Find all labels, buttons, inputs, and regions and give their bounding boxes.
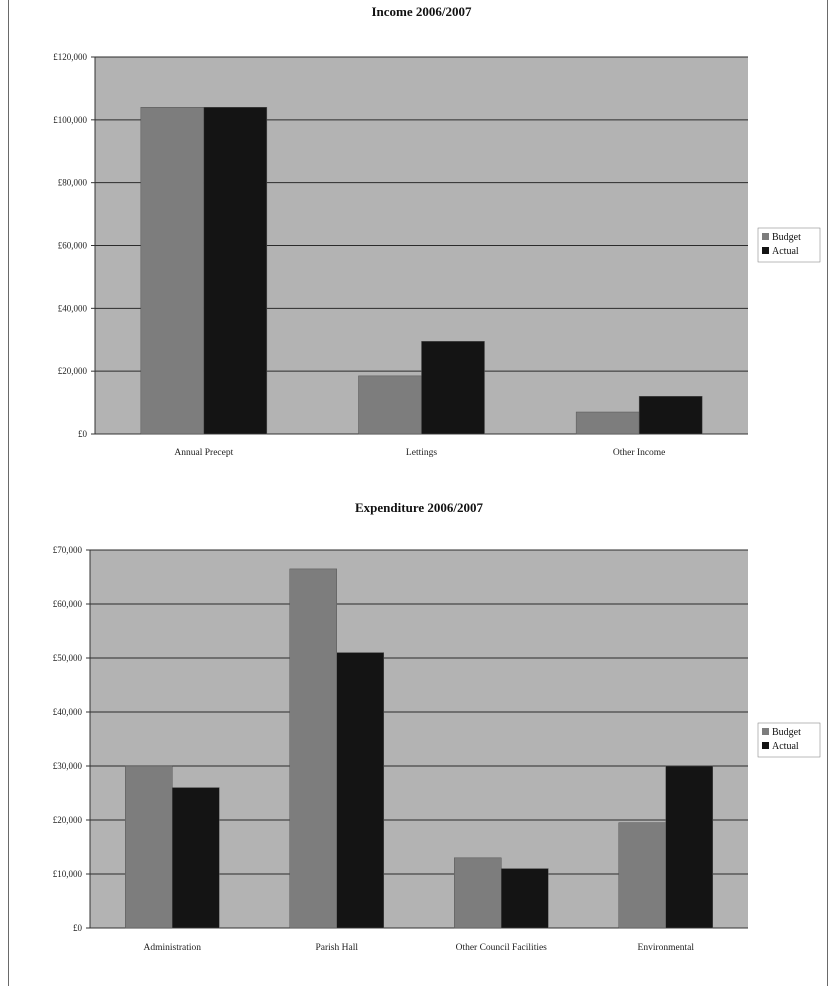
bar-budget <box>358 375 422 435</box>
bar-actual <box>638 396 703 435</box>
legend: Budget Actual <box>757 722 821 758</box>
bar-budget <box>575 411 640 435</box>
legend-swatch-budget <box>762 728 769 735</box>
bar-budget <box>289 568 337 929</box>
legend-label-budget: Budget <box>772 232 801 243</box>
category-label: Other Income <box>613 448 666 458</box>
category-label: Environmental <box>638 943 695 953</box>
legend-swatch-actual <box>762 742 769 749</box>
y-tick-label: £60,000 <box>53 599 83 609</box>
y-tick-label: £0 <box>78 429 88 439</box>
legend-swatch-actual <box>762 247 769 254</box>
legend-swatch-budget <box>762 233 769 240</box>
bar-actual <box>665 765 713 929</box>
y-tick-label: £40,000 <box>58 303 88 313</box>
category-label: Other Council Facilities <box>456 943 548 953</box>
bar-actual <box>172 787 220 929</box>
y-tick-label: £50,000 <box>53 653 83 663</box>
legend-label-budget: Budget <box>772 727 801 738</box>
chart-title: Expenditure 2006/2007 <box>355 500 483 515</box>
chart-2: Expenditure 2006/2007 £0 £10,000 £20,000 £30… <box>53 500 821 953</box>
legend-label-actual: Actual <box>772 246 799 257</box>
y-tick-label: £20,000 <box>53 815 83 825</box>
bar-budget <box>618 822 666 929</box>
category-label: Annual Precept <box>174 448 233 458</box>
page-frame <box>8 0 828 986</box>
chart-1: Income 2006/2007 £0 £20,000 £40,000 £60,000 £… <box>53 4 821 458</box>
category-label: Administration <box>143 943 201 953</box>
legend-label-actual: Actual <box>772 741 799 752</box>
y-tick-label: £20,000 <box>58 366 88 376</box>
y-tick-label: £80,000 <box>58 178 88 188</box>
y-tick-label: £120,000 <box>53 52 87 62</box>
category-label: Parish Hall <box>316 943 359 953</box>
bar-budget <box>125 765 173 929</box>
y-tick-label: £70,000 <box>53 545 83 555</box>
y-tick-label: £60,000 <box>58 241 88 251</box>
legend: Budget Actual <box>757 227 821 263</box>
y-tick-label: £10,000 <box>53 869 83 879</box>
bar-actual <box>203 107 268 435</box>
y-tick-label: £0 <box>73 923 83 933</box>
y-tick-label: £40,000 <box>53 707 83 717</box>
category-label: Lettings <box>406 448 437 458</box>
bar-actual <box>421 341 485 435</box>
bar-budget <box>454 857 502 929</box>
y-tick-label: £30,000 <box>53 761 83 771</box>
y-tick-label: £100,000 <box>53 115 87 125</box>
bar-budget <box>140 107 205 435</box>
bar-actual <box>336 652 384 929</box>
chart-title: Income 2006/2007 <box>371 4 472 19</box>
bar-actual <box>501 868 549 929</box>
